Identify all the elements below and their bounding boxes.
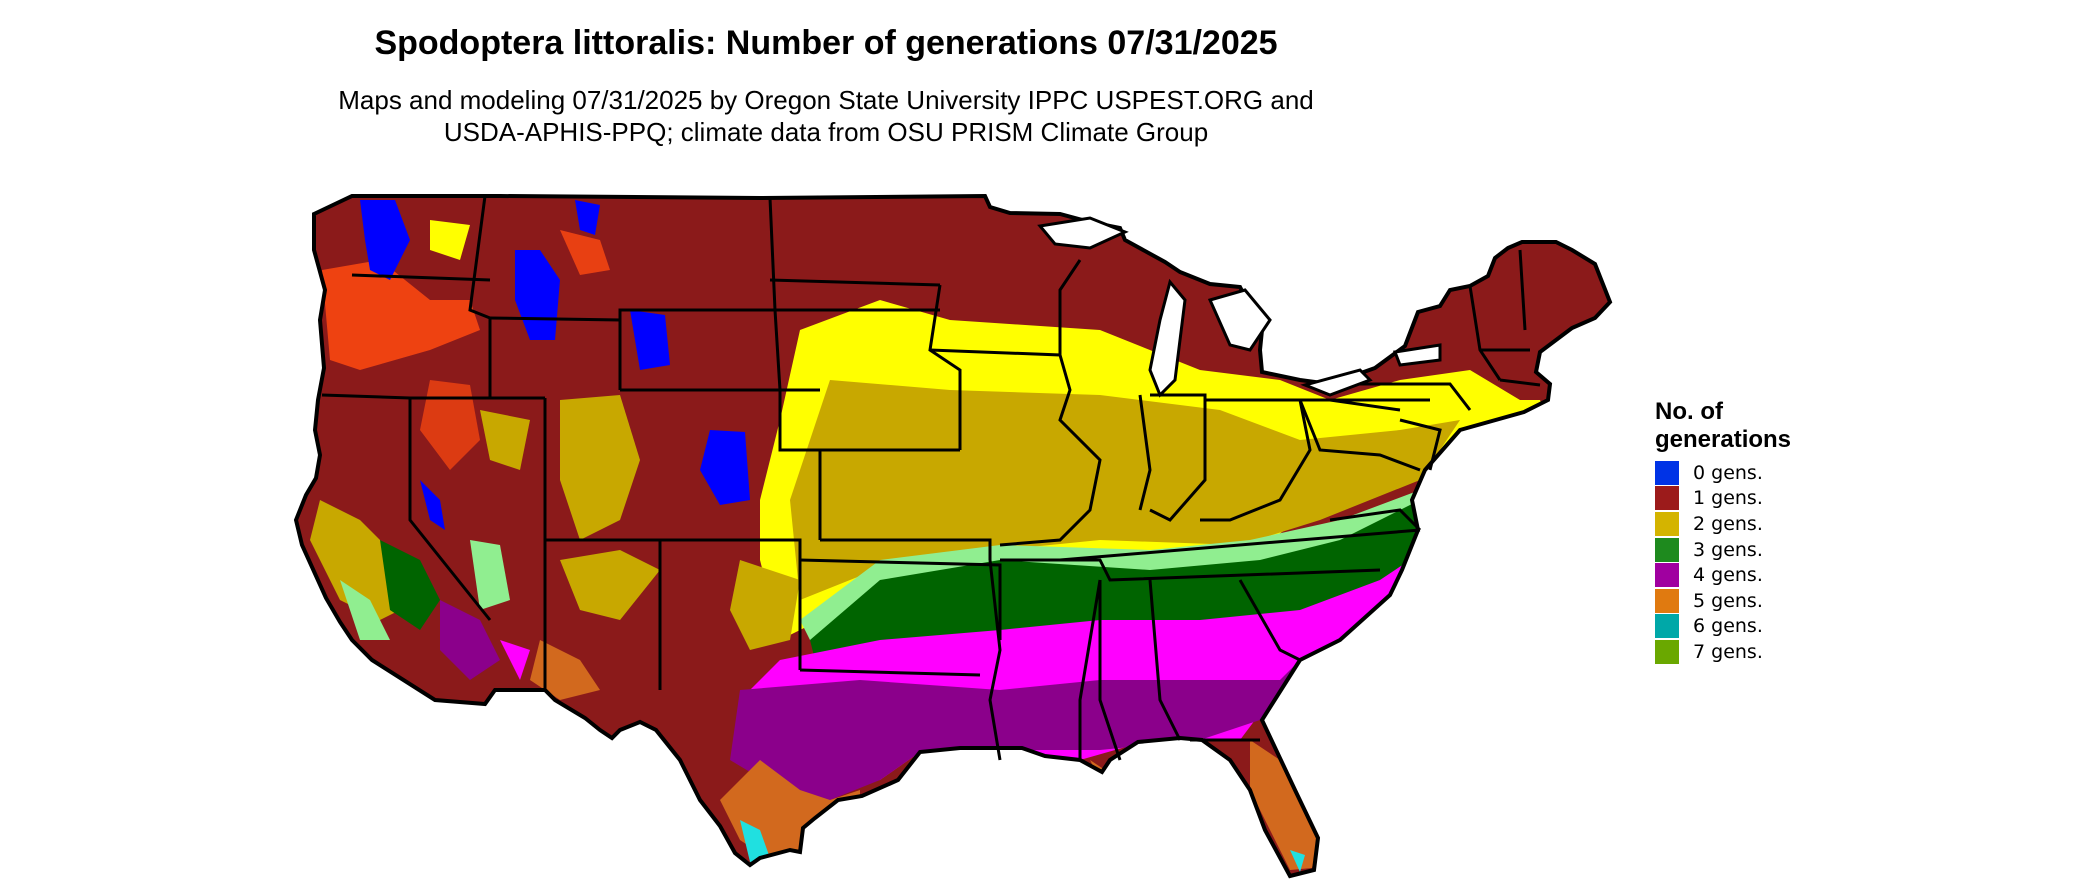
legend-swatch xyxy=(1655,511,1679,536)
legend-label: 2 gens. xyxy=(1693,512,1763,535)
legend-item-2: 2 gens. xyxy=(1655,511,1791,537)
legend-item-0: 0 gens. xyxy=(1655,460,1791,486)
legend-swatch xyxy=(1655,588,1679,613)
map-title: Spodoptera littoralis: Number of generat… xyxy=(374,24,1278,62)
state-borders xyxy=(321,195,1541,761)
legend-item-1: 1 gens. xyxy=(1655,486,1791,512)
legend-swatch xyxy=(1655,563,1679,588)
map-legend: No. of generations 0 gens. 1 gens. 2 gen… xyxy=(1655,398,1791,665)
legend-item-6: 6 gens. xyxy=(1655,614,1791,640)
legend-swatch xyxy=(1655,614,1679,639)
legend-label: 1 gens. xyxy=(1693,487,1763,510)
legend-item-5: 5 gens. xyxy=(1655,588,1791,614)
legend-swatch xyxy=(1655,639,1679,664)
legend-item-4: 4 gens. xyxy=(1655,562,1791,588)
legend-item-3: 3 gens. xyxy=(1655,537,1791,563)
legend-label: 7 gens. xyxy=(1693,640,1763,663)
subtitle-line-2: USDA-APHIS-PPQ; climate data from OSU PR… xyxy=(443,117,1209,147)
subtitle-line-1: Maps and modeling 07/31/2025 by Oregon S… xyxy=(338,85,1314,115)
legend-swatch xyxy=(1655,486,1679,511)
legend-item-7: 7 gens. xyxy=(1655,639,1791,665)
legend-title: No. of generations xyxy=(1655,398,1792,453)
great-lakes xyxy=(1037,216,1442,398)
map-subtitle: Maps and modeling 07/31/2025 by Oregon S… xyxy=(0,84,1652,148)
legend-label: 4 gens. xyxy=(1693,564,1763,587)
legend-label: 3 gens. xyxy=(1693,538,1763,561)
generation-regions xyxy=(296,196,1610,876)
legend-swatch xyxy=(1655,537,1679,562)
legend-swatch xyxy=(1655,460,1679,485)
legend-label: 5 gens. xyxy=(1693,589,1763,612)
legend-label: 0 gens. xyxy=(1693,461,1763,484)
us-generations-map xyxy=(294,194,1612,878)
legend-label: 6 gens. xyxy=(1693,615,1763,638)
